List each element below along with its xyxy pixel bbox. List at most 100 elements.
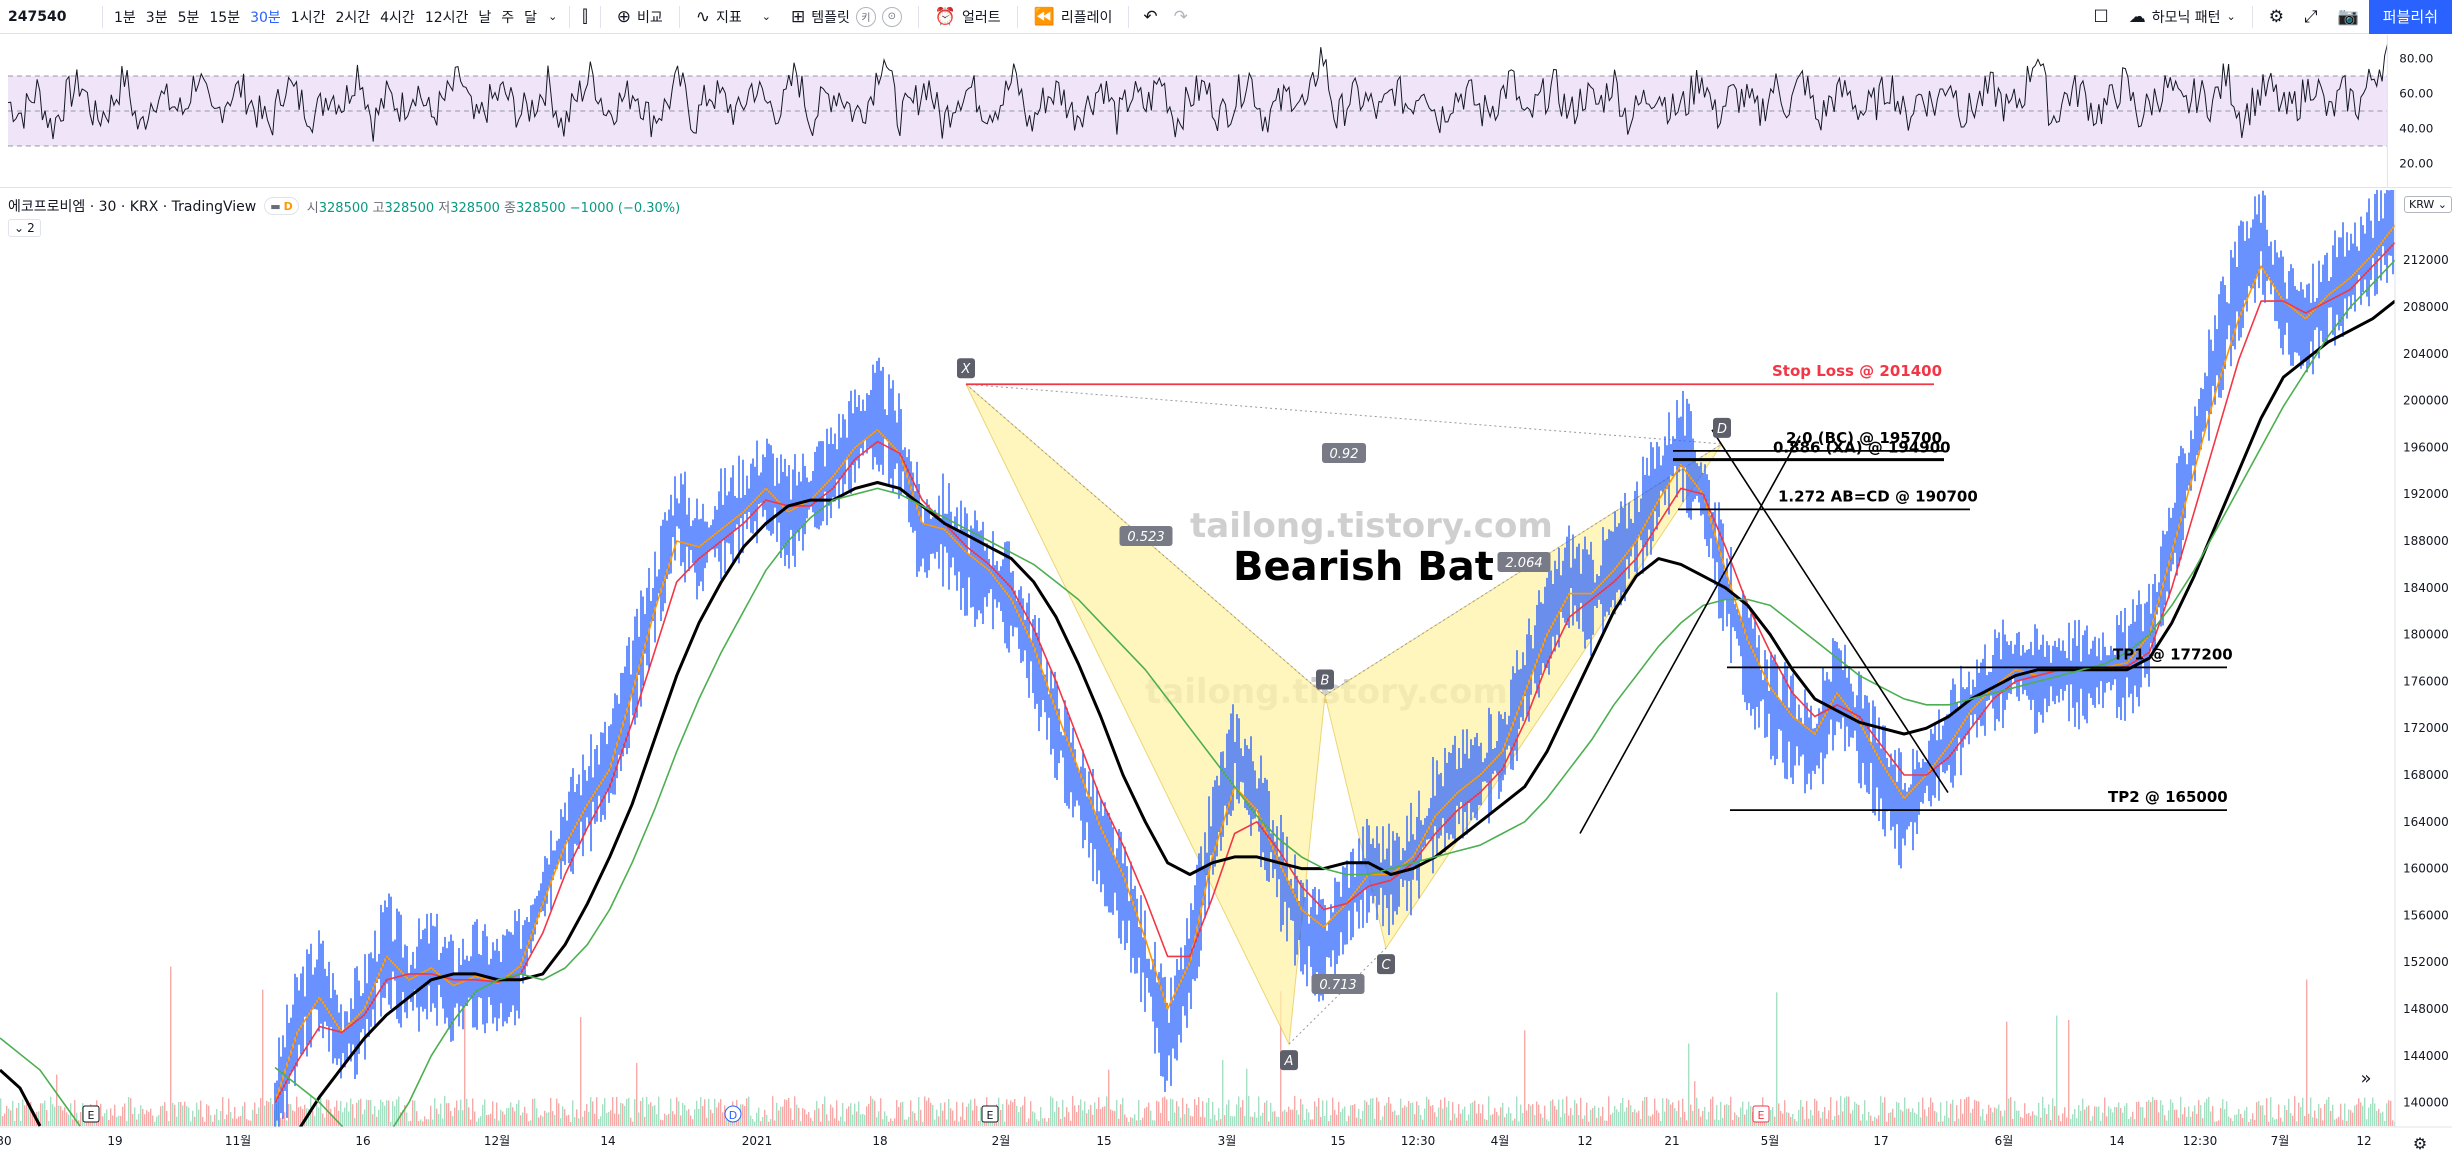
compare-button[interactable]: ⊕ 비교 <box>607 0 673 34</box>
volume-bar <box>694 1109 696 1126</box>
time-axis[interactable]: 30 19 11월 16 12월 14 2021 18 2월 15 3월 15 12:30 4월 12 21 5… <box>0 1068 2452 1156</box>
volume-bar <box>2166 1120 2168 1126</box>
volume-bar <box>1434 1112 1436 1126</box>
volume-bar <box>1454 1113 1456 1126</box>
indicator-count-toggle[interactable]: ⌄ 2 <box>8 219 41 237</box>
level-lines[interactable]: Stop Loss @ 201400 2.0 (BC) @ 1957000.886… <box>966 362 2233 834</box>
interval-5[interactable]: 1시간 <box>290 9 326 26</box>
volume-bar <box>2260 1105 2262 1126</box>
volume-bar <box>1014 1098 1016 1126</box>
volume-bar <box>682 1102 684 1126</box>
volume-bar <box>2306 979 2308 1126</box>
replay-button[interactable]: ⏪ 리플레이 <box>1024 0 1123 34</box>
volume-bar <box>2182 1114 2184 1126</box>
volume-bar <box>1552 1099 1554 1126</box>
volume-bar <box>1644 1097 1646 1126</box>
event-marker-3[interactable] <box>1752 1105 1770 1123</box>
ratio-ac: 0.713 <box>1319 978 1356 993</box>
volume-bar <box>762 1116 764 1126</box>
volume-bar <box>1894 1117 1896 1126</box>
volume-bar <box>1308 1112 1310 1126</box>
volume-bar <box>1506 1113 1508 1126</box>
volume-bar <box>2352 1112 2354 1126</box>
volume-bar <box>1160 1112 1162 1126</box>
volume-bar <box>812 1120 814 1126</box>
interval-7[interactable]: 4시간 <box>380 9 415 26</box>
volume-bar <box>178 1102 180 1126</box>
interval-0[interactable]: 1분 <box>114 9 136 26</box>
volume-bar <box>2188 1106 2190 1126</box>
volume-bar <box>1474 1100 1476 1126</box>
event-marker-2[interactable] <box>981 1105 999 1123</box>
ratio-xd: 0.92 <box>1330 447 1359 462</box>
chevron-down-icon: ⌄ <box>2437 198 2448 211</box>
currency-badge[interactable]: KRW ⌄ <box>2404 196 2452 213</box>
volume-bar <box>1246 1068 1248 1126</box>
volume-bar <box>1990 1107 1992 1126</box>
trendline-up[interactable] <box>1579 435 1801 834</box>
volume-bar <box>872 1098 874 1126</box>
volume-bar <box>1924 1109 1926 1126</box>
volume-bar <box>1892 1108 1894 1126</box>
volume-bar <box>1606 1120 1608 1126</box>
event-marker-0[interactable] <box>82 1105 100 1123</box>
alert-button[interactable]: ⏰ 얼러트 <box>925 0 1011 34</box>
interval-6[interactable]: 2시간 <box>335 9 371 26</box>
harmonic-pattern-button[interactable]: ☁ 하모닉 패턴 ⌄ <box>2119 0 2246 34</box>
interval-8[interactable]: 12시간 <box>424 9 469 26</box>
volume-bar <box>38 1111 40 1126</box>
interval-2[interactable]: 5분 <box>177 9 200 26</box>
interval-11[interactable]: 달 <box>524 9 538 26</box>
volume-bar <box>902 1101 904 1126</box>
volume-bar <box>1428 1099 1430 1126</box>
volume-bar <box>900 1102 902 1126</box>
layout-square-icon[interactable]: ☐ <box>2093 6 2109 27</box>
camera-icon[interactable]: 📷 <box>2337 6 2359 27</box>
time-tick-2: 11월 <box>225 1134 251 1148</box>
publish-button[interactable]: 퍼블리쉬 <box>2368 0 2452 34</box>
interval-4[interactable]: 30분 <box>250 9 281 26</box>
indicators-button[interactable]: ∿ 지표 ⌄ <box>686 0 781 34</box>
volume-bar <box>1736 1115 1738 1126</box>
symbol-search[interactable]: 247540 <box>8 8 67 25</box>
interval-10[interactable]: 주 <box>501 9 515 26</box>
event-marker-1[interactable] <box>724 1105 742 1123</box>
rsi-pane[interactable]: 80.00 60.00 40.00 20.00 <box>0 35 2452 188</box>
axis-settings-icon: ⚙ <box>2413 1134 2427 1153</box>
volume-bar <box>1722 1117 1724 1126</box>
redo-icon[interactable]: ↷ <box>1173 6 1188 27</box>
volume-bar <box>2096 1106 2098 1126</box>
volume-bar <box>2226 1101 2228 1126</box>
volume-bar <box>1316 1106 1318 1126</box>
candlestick-icon[interactable]: ⫿ <box>582 6 588 27</box>
volume-bar <box>148 1111 150 1126</box>
volume-bar <box>1026 1121 1028 1126</box>
volume-bar <box>562 1106 564 1126</box>
interval-9[interactable]: 날 <box>478 9 492 26</box>
interval-1[interactable]: 3분 <box>145 9 168 26</box>
volume-bar <box>2246 1106 2248 1126</box>
volume-bar <box>194 1116 196 1126</box>
legend-status-pill[interactable]: ▬ D <box>264 197 299 215</box>
volume-bar <box>774 1120 776 1126</box>
trendline-down[interactable] <box>1711 429 1949 793</box>
volume-bar <box>2210 1111 2212 1126</box>
gear-icon[interactable]: ⚙ <box>2268 6 2285 27</box>
fullscreen-icon[interactable]: ⤢ <box>2304 6 2318 27</box>
volume-bar <box>1822 1111 1824 1126</box>
price-axis[interactable]: 212000 208000 204000 200000 196000 192000 1880… <box>2394 190 2452 1156</box>
volume-bar <box>1406 1106 1408 1126</box>
legend-title[interactable]: 에코프로비엠 · 30 · KRX · TradingView <box>8 199 257 215</box>
templates-button[interactable]: ⊞ 템플릿 키 ⊙ <box>781 0 912 34</box>
undo-icon[interactable]: ↶ <box>1143 6 1158 27</box>
volume-bars <box>0 966 2396 1126</box>
volume-bar <box>1524 1030 1526 1126</box>
volume-bar <box>296 1096 298 1126</box>
price-tick-13: 160000 <box>2403 862 2449 876</box>
volume-bar <box>2178 1117 2180 1126</box>
chevron-down-icon[interactable]: ⌄ <box>548 10 558 23</box>
volume-bar <box>292 1110 294 1126</box>
volume-bar <box>2192 1111 2194 1126</box>
interval-3[interactable]: 15분 <box>209 9 241 26</box>
